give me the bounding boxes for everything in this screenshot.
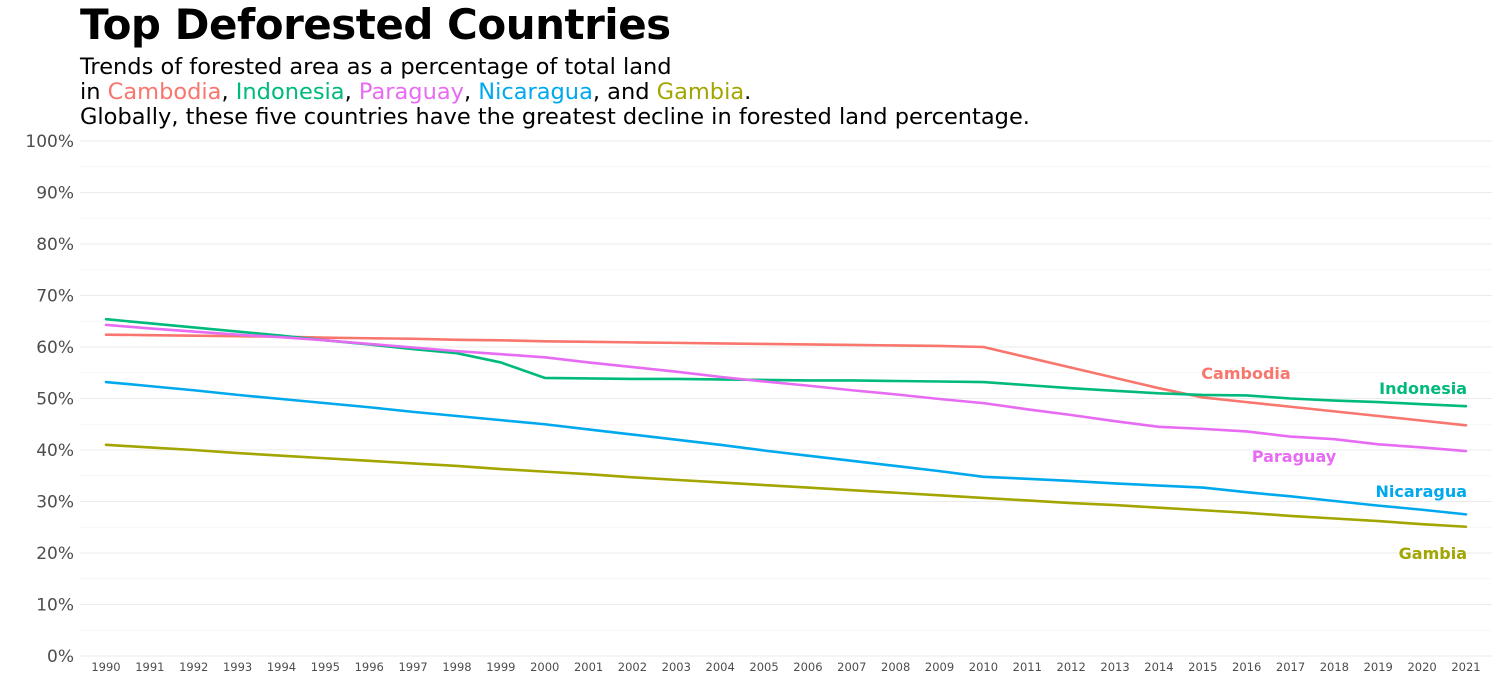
x-tick-label: 2021: [1451, 660, 1480, 674]
x-tick-label: 2018: [1320, 660, 1349, 674]
subtitle-line-1: Trends of forested area as a percentage …: [80, 54, 672, 80]
x-tick-label: 2005: [749, 660, 778, 674]
x-tick-label: 2009: [925, 660, 954, 674]
y-axis-tick-labels: 0% 10% 20% 30% 40% 50% 60% 70% 80% 90% 100%: [25, 132, 74, 667]
x-tick-label: 2000: [530, 660, 559, 674]
y-tick-label: 20%: [36, 544, 74, 564]
series-label-nicaragua: Nicaragua: [1376, 482, 1467, 501]
subtitle-country-paraguay: Paraguay: [358, 79, 464, 105]
y-tick-label: 90%: [36, 184, 74, 204]
subtitle-country-indonesia: Indonesia: [235, 79, 345, 105]
x-tick-label: 1993: [223, 660, 252, 674]
x-tick-label: 2011: [1013, 660, 1042, 674]
subtitle-country-gambia: Gambia: [656, 79, 745, 105]
x-tick-label: 1996: [355, 660, 384, 674]
chart-subtitle: Trends of forested area as a percentage …: [80, 55, 1030, 130]
subtitle-country-cambodia: Cambodia: [107, 79, 222, 105]
series-label-paraguay: Paraguay: [1252, 447, 1337, 466]
y-tick-label: 30%: [36, 493, 74, 513]
x-tick-label: 1997: [398, 660, 427, 674]
subtitle-separator: ,: [463, 79, 479, 105]
x-tick-label: 2013: [1100, 660, 1129, 674]
series-line-nicaragua: [104, 380, 1468, 516]
y-tick-label: 50%: [36, 390, 74, 410]
subtitle-separator: ,: [221, 79, 236, 105]
x-tick-label: 1995: [311, 660, 340, 674]
x-tick-label: 1991: [135, 660, 164, 674]
x-tick-label: 2008: [881, 660, 910, 674]
y-tick-label: 80%: [36, 235, 74, 255]
x-axis-tick-labels: 1990 1991 1992 1993 1994 1995 1996 1997 1998 1999…: [91, 660, 1480, 674]
x-tick-label: 2001: [574, 660, 603, 674]
series-line-paraguay: [104, 323, 1468, 453]
x-tick-label: 1998: [442, 660, 471, 674]
series-line-gambia: [104, 443, 1468, 529]
series-lines: [104, 317, 1468, 529]
series-line-indonesia: [104, 317, 1468, 408]
x-tick-label: 2007: [837, 660, 866, 674]
y-tick-label: 0%: [47, 647, 74, 667]
subtitle-country-nicaragua: Nicaragua: [478, 79, 593, 105]
subtitle-prefix: in: [80, 79, 108, 105]
x-tick-label: 1994: [267, 660, 296, 674]
x-tick-label: 2012: [1057, 660, 1086, 674]
x-tick-label: 2006: [793, 660, 822, 674]
x-tick-label: 2019: [1364, 660, 1393, 674]
x-tick-label: 2010: [969, 660, 998, 674]
series-label-indonesia: Indonesia: [1379, 379, 1467, 398]
x-tick-label: 2016: [1232, 660, 1261, 674]
chart-title: Top Deforested Countries: [80, 0, 671, 49]
x-tick-label: 2004: [706, 660, 735, 674]
x-tick-label: 2015: [1188, 660, 1217, 674]
x-tick-label: 2003: [662, 660, 691, 674]
subtitle-separator: , and: [592, 79, 657, 105]
x-tick-label: 2020: [1407, 660, 1436, 674]
y-tick-label: 10%: [36, 596, 74, 616]
subtitle-line-2: in Cambodia, Indonesia, Paraguay, Nicara…: [80, 80, 1030, 105]
series-label-cambodia: Cambodia: [1201, 364, 1290, 383]
x-tick-label: 1990: [91, 660, 120, 674]
y-tick-label: 100%: [25, 132, 74, 152]
y-tick-label: 40%: [36, 441, 74, 461]
x-tick-label: 1992: [179, 660, 208, 674]
subtitle-suffix: .: [744, 79, 752, 105]
series-labels: Cambodia Indonesia Paraguay Nicaragua Gambia: [1201, 364, 1467, 563]
grid-lines: [80, 140, 1492, 657]
subtitle-line-3: Globally, these five countries have the …: [80, 104, 1030, 130]
series-label-gambia: Gambia: [1399, 544, 1467, 563]
subtitle-separator: ,: [344, 79, 359, 105]
x-tick-label: 1999: [486, 660, 515, 674]
x-tick-label: 2002: [618, 660, 647, 674]
y-tick-label: 70%: [36, 287, 74, 307]
x-tick-label: 2017: [1276, 660, 1305, 674]
y-tick-label: 60%: [36, 338, 74, 358]
x-tick-label: 2014: [1144, 660, 1173, 674]
series-line-cambodia: [104, 333, 1468, 427]
